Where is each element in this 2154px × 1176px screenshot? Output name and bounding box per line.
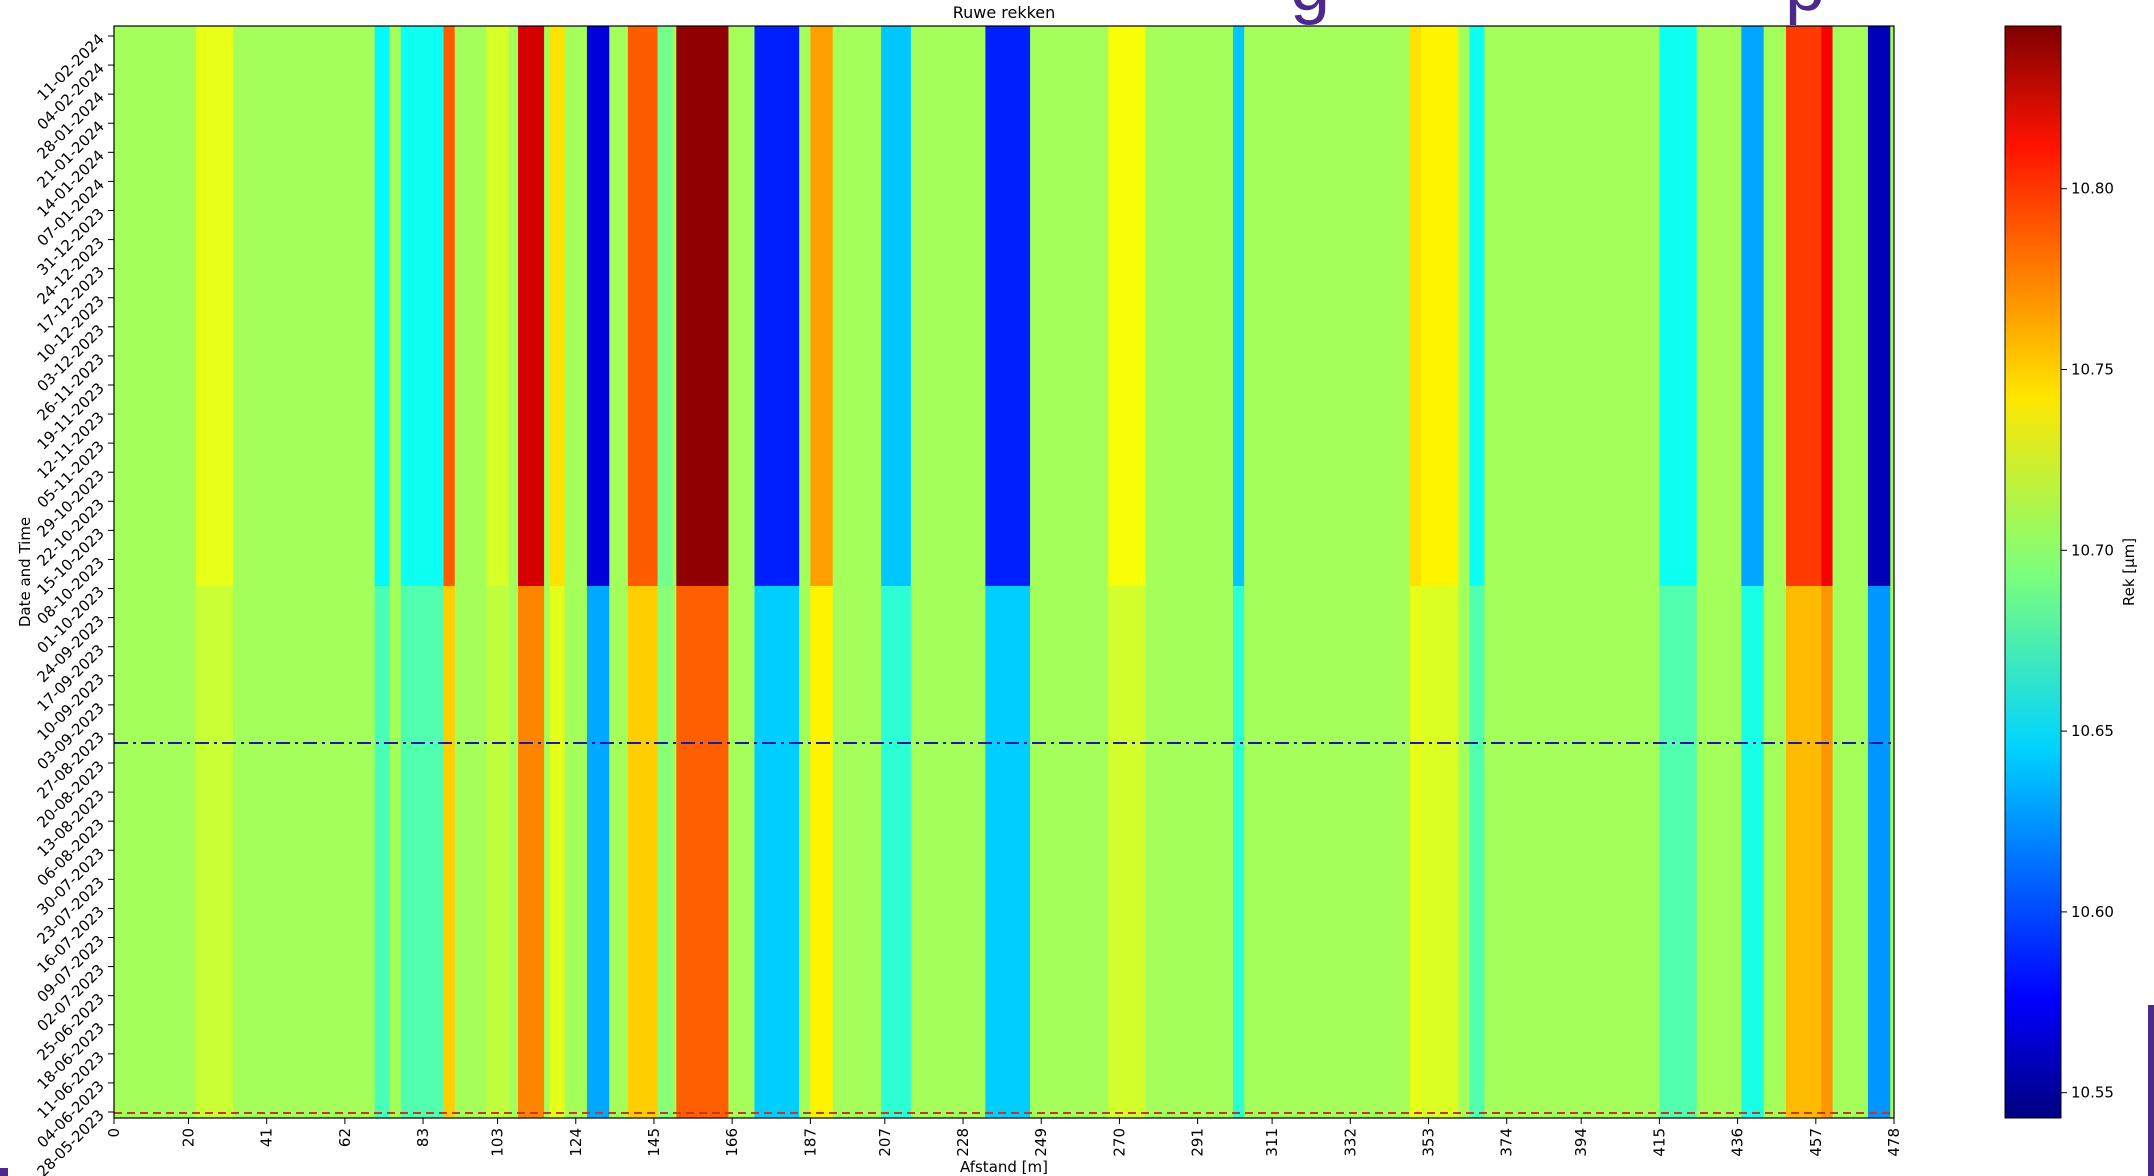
heatmap-band: [1786, 26, 1824, 586]
heatmap-band: [518, 26, 545, 586]
x-tick-label: 83: [414, 1128, 432, 1147]
heatmap-band: [1867, 26, 1891, 586]
x-tick-label: 124: [567, 1128, 585, 1157]
heatmap-band: [1233, 586, 1245, 1118]
heatmap-band: [1469, 586, 1485, 1118]
heatmap-band: [657, 26, 673, 586]
x-tick-label: 228: [954, 1128, 972, 1157]
heatmap-band: [1867, 586, 1891, 1118]
x-tick-label: 249: [1032, 1128, 1050, 1157]
heatmap-band: [1108, 26, 1146, 586]
heatmap-band: [195, 26, 234, 586]
heatmap-bands-lower: [195, 586, 1891, 1118]
x-tick-label: 291: [1189, 1128, 1207, 1157]
heatmap-band: [400, 586, 446, 1118]
colorbar-tick-label: 10.55: [2071, 1084, 2114, 1102]
heatmap-band: [881, 586, 911, 1118]
heatmap-band: [810, 586, 833, 1118]
heatmap-band: [195, 586, 234, 1118]
heatmap-band: [985, 26, 1031, 586]
x-tick-label: 436: [1729, 1128, 1747, 1157]
colorbar: [2004, 25, 2062, 1119]
accent-bar-right: [2148, 1005, 2154, 1176]
heatmap-band: [657, 586, 673, 1118]
heatmap-band: [676, 26, 729, 586]
x-axis-label: Afstand [m]: [960, 1158, 1048, 1176]
colorbar-ticks: 10.80 10.75 10.70 10.65 10.60 10.55: [2061, 180, 2114, 1102]
x-tick-label: 311: [1263, 1128, 1281, 1157]
x-tick-label: 62: [336, 1128, 354, 1147]
header-fragment-letter: g: [1290, 0, 1330, 26]
heatmap-band: [810, 26, 833, 586]
x-tick-label: 415: [1650, 1128, 1668, 1157]
chart-title: Ruwe rekken: [953, 3, 1056, 22]
x-tick-label: 207: [876, 1128, 894, 1157]
heatmap-band: [1108, 586, 1146, 1118]
heatmap-band: [549, 586, 565, 1118]
heatmap-band: [1421, 26, 1459, 586]
x-tick-label: 166: [723, 1128, 741, 1157]
x-tick-label: 103: [489, 1128, 507, 1157]
plot-frame: [113, 25, 1895, 1119]
heatmap-band: [881, 26, 911, 586]
heatmap-band: [586, 26, 610, 586]
heatmap-band: [1233, 26, 1245, 586]
heatmap-band: [1821, 26, 1833, 586]
heatmap-band: [985, 586, 1031, 1118]
heatmap-band: [486, 586, 509, 1118]
heatmap-band: [374, 26, 390, 586]
heatmap-band: [627, 586, 658, 1118]
x-tick-label: 270: [1110, 1128, 1128, 1157]
x-tick-label: 353: [1420, 1128, 1438, 1157]
heatmap-band: [374, 586, 390, 1118]
heatmap-band: [1741, 586, 1764, 1118]
heatmap-band: [518, 586, 545, 1118]
x-tick-label: 374: [1498, 1128, 1516, 1157]
colorbar-tick-label: 10.60: [2071, 903, 2114, 921]
heatmap-band: [1659, 26, 1697, 586]
heatmap-band: [627, 26, 658, 586]
heatmap-band: [400, 26, 446, 586]
heatmap-band: [443, 586, 455, 1118]
heatmap-band: [1659, 586, 1697, 1118]
x-axis: 0 20 41 62 83 103 124 145 166 187 207 228 249 270 291 3…: [105, 1118, 1903, 1157]
heatmap-band: [1421, 586, 1459, 1118]
x-tick-label: 394: [1572, 1128, 1590, 1157]
heatmap-band: [443, 26, 455, 586]
heatmap-band: [1741, 26, 1764, 586]
x-tick-label: 145: [645, 1128, 663, 1157]
heatmap-bands-upper: [195, 26, 1891, 586]
x-tick-label: 20: [179, 1128, 197, 1147]
x-tick-label: 457: [1807, 1128, 1825, 1157]
x-tick-label: 478: [1885, 1128, 1903, 1157]
heatmap-band: [1821, 586, 1833, 1118]
y-axis-label: Date and Time: [16, 517, 34, 627]
y-axis: 11-02-202404-02-202428-01-202421-01-2024…: [33, 30, 114, 1176]
x-tick-label: 41: [258, 1128, 276, 1147]
colorbar-label: Rek [μm]: [2120, 538, 2138, 606]
heatmap-band: [1409, 26, 1425, 586]
heatmap-band: [1409, 586, 1425, 1118]
colorbar-tick-label: 10.75: [2071, 361, 2114, 379]
x-tick-label: 0: [105, 1128, 123, 1138]
x-tick-label: 332: [1341, 1128, 1359, 1157]
header-fragment-letter-2: p: [1785, 0, 1825, 26]
x-tick-label: 187: [801, 1128, 819, 1157]
heatmap-plot-area: [114, 26, 1894, 1118]
heatmap-band: [549, 26, 565, 586]
reference-lines: [114, 742, 1894, 1114]
heatmap-band: [754, 586, 800, 1118]
heatmap-band: [586, 586, 610, 1118]
heatmap-band: [1786, 586, 1824, 1118]
heatmap-band: [486, 26, 509, 586]
colorbar-tick-label: 10.70: [2071, 541, 2114, 559]
accent-mark-left: [0, 1168, 8, 1176]
heatmap-band: [1469, 26, 1485, 586]
heatmap-band: [676, 586, 729, 1118]
heatmap-band: [754, 26, 800, 586]
colorbar-tick-label: 10.80: [2071, 180, 2114, 198]
colorbar-tick-label: 10.65: [2071, 722, 2114, 740]
